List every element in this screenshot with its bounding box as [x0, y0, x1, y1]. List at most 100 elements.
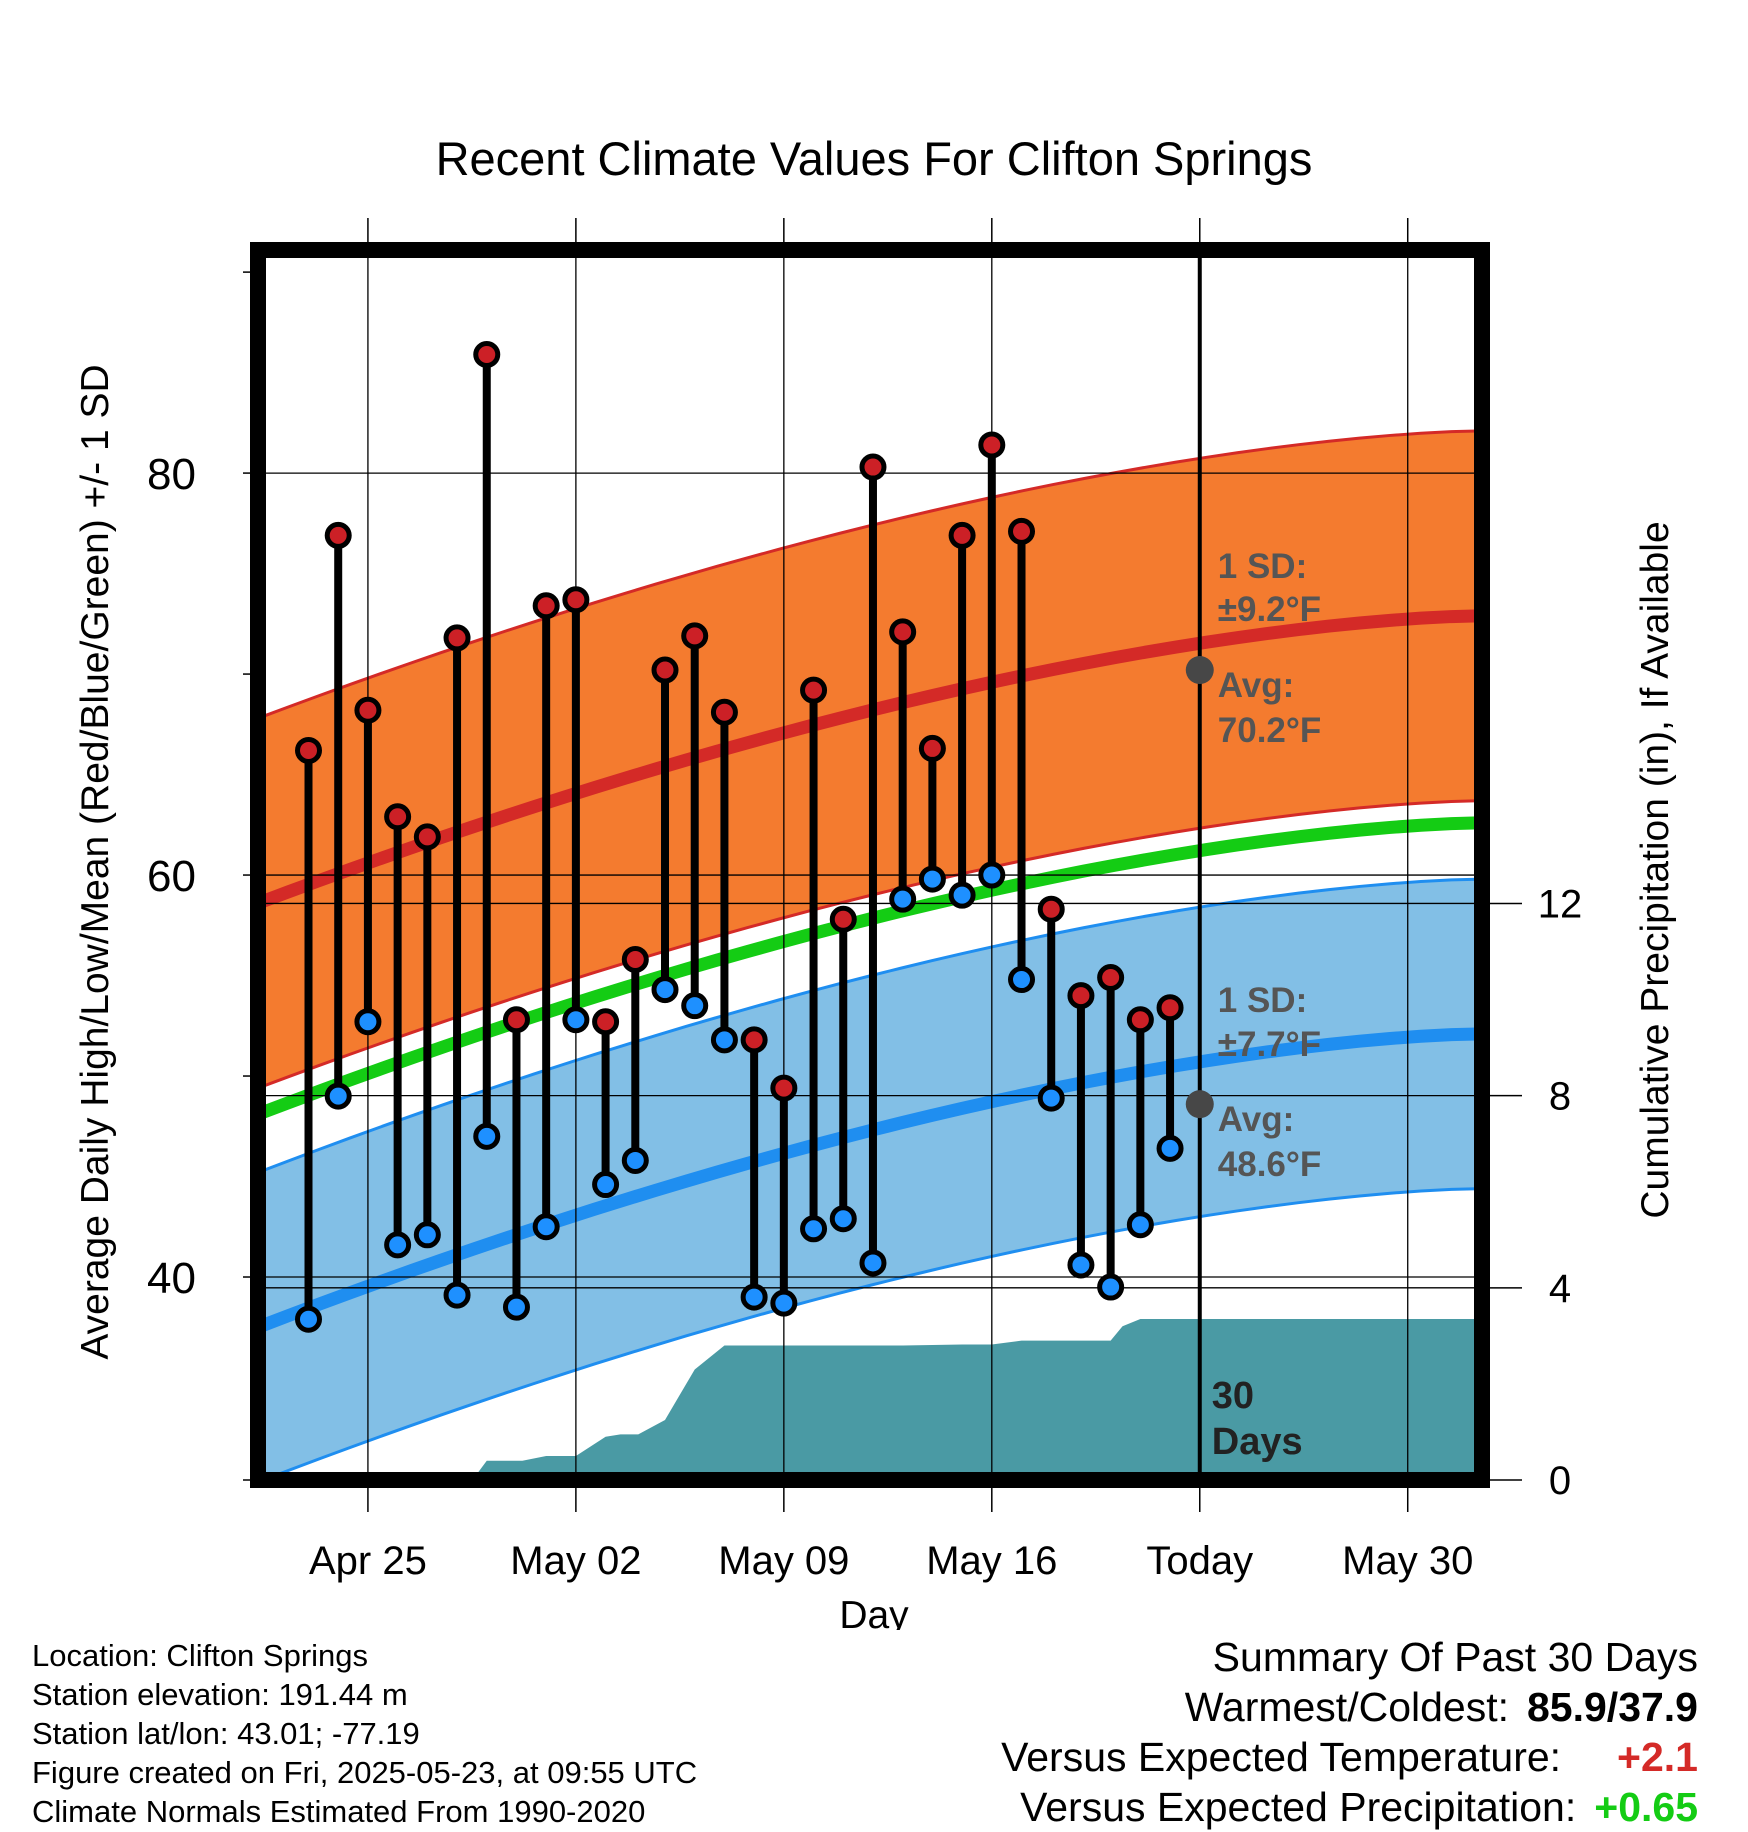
today-days-label: 30 — [1212, 1375, 1254, 1417]
x-tick-label: May 09 — [718, 1539, 849, 1583]
daily-high-point — [592, 1008, 620, 1036]
temp-vs-expected-value: +2.1 — [1617, 1734, 1698, 1780]
daily-high-point — [1156, 994, 1184, 1022]
daily-low-point — [681, 992, 709, 1020]
daily-low-point — [651, 976, 679, 1004]
daily-high-point — [1037, 895, 1065, 923]
y2-tick-label: 12 — [1538, 882, 1583, 926]
daily-low-point — [1037, 1084, 1065, 1112]
normals-period-text: Climate Normals Estimated From 1990-2020 — [32, 1794, 646, 1829]
daily-high-point — [948, 521, 976, 549]
low-sd-label: 1 SD: — [1218, 981, 1307, 1020]
daily-low-point — [473, 1122, 501, 1150]
daily-high-point — [502, 1006, 530, 1034]
daily-low-point — [354, 1008, 382, 1036]
daily-low-point — [621, 1146, 649, 1174]
location-text: Location: Clifton Springs — [32, 1638, 369, 1673]
daily-high-point — [800, 676, 828, 704]
y2-tick-label: 4 — [1549, 1267, 1571, 1311]
y-axis-label: Average Daily High/Low/Mean (Red/Blue/Gr… — [74, 364, 117, 1359]
daily-high-point — [770, 1074, 798, 1102]
today-days-label: Days — [1212, 1421, 1303, 1463]
daily-low-point — [532, 1213, 560, 1241]
warm-cold-label: Warmest/Coldest: — [1184, 1684, 1509, 1730]
climate-chart: Recent Climate Values For Clifton Spring… — [74, 132, 1677, 1630]
daily-high-point — [562, 586, 590, 614]
y-tick-label: 80 — [147, 450, 196, 499]
daily-low-point — [859, 1249, 887, 1277]
x-tick-label: May 16 — [926, 1539, 1057, 1583]
daily-high-point — [710, 698, 738, 726]
high-sd-label: 1 SD: — [1218, 547, 1307, 586]
elevation-text: Station elevation: 191.44 m — [32, 1677, 408, 1712]
daily-high-point — [740, 1026, 768, 1054]
precip-vs-expected-value: +0.65 — [1594, 1784, 1698, 1830]
daily-high-point — [621, 945, 649, 973]
daily-high-point — [1126, 1006, 1154, 1034]
daily-high-point — [1008, 517, 1036, 545]
axes: Apr 25 May 02 May 09 May 16 Today May 3040608… — [147, 218, 1582, 1583]
low-avg-marker — [1185, 1090, 1214, 1119]
summary-heading: Summary Of Past 30 Days — [1212, 1634, 1698, 1680]
low-lower-sd-line — [259, 1187, 1482, 1480]
daily-high-point — [681, 622, 709, 650]
daily-low-point — [710, 1026, 738, 1054]
created-text: Figure created on Fri, 2025-05-23, at 09… — [32, 1755, 698, 1790]
daily-low-point — [918, 865, 946, 893]
station-info: Location: Clifton Springs Station elevat… — [32, 1636, 697, 1831]
summary-panel: Summary Of Past 30 Days Warmest/Coldest:… — [1001, 1632, 1698, 1832]
x-tick-label: Today — [1146, 1539, 1253, 1583]
daily-low-point — [829, 1205, 857, 1233]
daily-low-point — [384, 1231, 412, 1259]
latlon-text: Station lat/lon: 43.01; -77.19 — [32, 1716, 420, 1751]
daily-low-point — [948, 881, 976, 909]
daily-low-point — [770, 1289, 798, 1317]
daily-high-point — [473, 341, 501, 369]
y2-tick-label: 0 — [1549, 1459, 1571, 1503]
precip-vs-expected-label: Versus Expected Precipitation: — [1020, 1784, 1577, 1830]
daily-high-point — [1097, 964, 1125, 992]
daily-low-point — [562, 1006, 590, 1034]
warm-cold-value: 85.9/37.9 — [1527, 1684, 1698, 1730]
plot-frame — [250, 242, 1490, 1488]
daily-high-point — [295, 736, 323, 764]
x-tick-label: May 30 — [1342, 1539, 1473, 1583]
high-avg-value: 70.2°F — [1218, 711, 1322, 750]
daily-high-point — [859, 453, 887, 481]
daily-low-point — [413, 1221, 441, 1249]
daily-high-point — [324, 521, 352, 549]
daily-low-point — [740, 1283, 768, 1311]
daily-low-point — [443, 1281, 471, 1309]
daily-low-point — [324, 1082, 352, 1110]
y-tick-label: 40 — [147, 1254, 196, 1303]
precip-area — [258, 1319, 1482, 1480]
daily-low-point — [889, 885, 917, 913]
daily-high-point — [978, 431, 1006, 459]
high-avg-label: Avg: — [1218, 666, 1294, 705]
daily-high-point — [443, 624, 471, 652]
daily-low-point — [800, 1215, 828, 1243]
y2-tick-label: 8 — [1549, 1075, 1571, 1119]
temp-vs-expected-label: Versus Expected Temperature: — [1001, 1734, 1562, 1780]
low-sd-value: ±7.7°F — [1218, 1025, 1321, 1064]
high-sd-value: ±9.2°F — [1218, 590, 1321, 629]
daily-low-point — [1126, 1211, 1154, 1239]
chart-title: Recent Climate Values For Clifton Spring… — [436, 132, 1313, 185]
low-avg-value: 48.6°F — [1218, 1145, 1322, 1184]
y-tick-label: 60 — [147, 852, 196, 901]
daily-low-point — [295, 1305, 323, 1333]
y2-axis-label: Cumulative Precipitation (in), If Availa… — [1634, 521, 1677, 1218]
daily-high-point — [651, 656, 679, 684]
summary-precip: Versus Expected Precipitation: +0.65 — [1001, 1782, 1698, 1832]
daily-low-point — [1067, 1251, 1095, 1279]
x-axis-label: Day — [839, 1594, 909, 1630]
daily-high-point — [354, 696, 382, 724]
daily-high-point — [384, 803, 412, 831]
low-avg-label: Avg: — [1218, 1100, 1294, 1139]
high-avg-marker — [1185, 656, 1214, 685]
daily-low-point — [1156, 1134, 1184, 1162]
summary-temp: Versus Expected Temperature: +2.1 — [1001, 1732, 1698, 1782]
daily-low-point — [1097, 1273, 1125, 1301]
daily-high-point — [413, 823, 441, 851]
